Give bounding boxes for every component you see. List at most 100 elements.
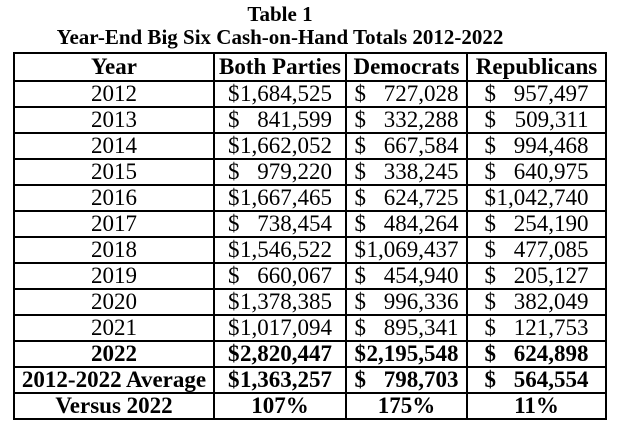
dollar-sign: $ [484, 185, 497, 210]
amount-text: 798,703 [383, 367, 459, 392]
amount-text: 564,554 [513, 367, 589, 392]
amount-text: 996,336 [383, 289, 459, 314]
cash-on-hand-table: Year Both Parties Democrats Republicans 201… [13, 52, 607, 420]
table-row: 2012 $1,684,525 $727,028 $957,497 [13, 80, 607, 108]
amount-text: 727,028 [383, 81, 459, 106]
money-value: $338,245 [354, 159, 459, 184]
table-subtitle: Year-End Big Six Cash-on-Hand Totals 201… [56, 25, 504, 49]
table-row: 2019 $660,067 $454,940 $205,127 [13, 262, 607, 290]
dollar-sign: $ [228, 289, 240, 314]
money-cell: $477,085 [466, 236, 607, 264]
table-row: 2015 $979,220 $338,245 $640,975 [13, 158, 607, 186]
money-value: $1,017,094 [228, 315, 332, 340]
amount-text: 382,049 [513, 289, 589, 314]
money-cell: $254,190 [466, 210, 607, 238]
money-value: $996,336 [355, 289, 459, 314]
money-cell: $1,042,740 [466, 184, 607, 212]
money-value: $660,067 [228, 265, 332, 287]
column-header-both-parties: Both Parties [213, 52, 347, 82]
dollar-sign: $ [484, 367, 497, 392]
money-value: $798,703 [355, 367, 459, 392]
money-cell: $727,028 [345, 80, 468, 108]
year-cell: 2020 [13, 288, 215, 316]
money-value: $382,049 [484, 289, 589, 314]
amount-text: 1,378,385 [240, 289, 332, 314]
amount-text: 1,363,257 [240, 367, 332, 392]
dollar-sign: $ [354, 159, 367, 184]
money-value: $1,069,437 [354, 237, 459, 262]
amount-text: 841,599 [257, 107, 332, 132]
year-cell: 2019 [13, 262, 215, 290]
table-row: 2020 $1,378,385 $996,336 $382,049 [13, 288, 607, 316]
amount-text: 477,085 [513, 237, 589, 262]
money-cell: $382,049 [466, 288, 607, 316]
table-caption: Table 1 Year-End Big Six Cash-on-Hand To… [0, 0, 560, 49]
money-value: $994,468 [484, 133, 589, 158]
money-cell: $564,554 [466, 366, 607, 394]
amount-text: 2,820,447 [240, 341, 332, 366]
dollar-sign: $ [484, 289, 497, 314]
money-cell: $667,584 [345, 132, 468, 160]
amount-text: 624,898 [513, 341, 589, 366]
dollar-sign: $ [484, 263, 497, 288]
money-value: $640,975 [485, 159, 589, 184]
money-cell: $994,468 [466, 132, 607, 160]
money-value: $979,220 [228, 161, 332, 183]
year-cell: 2016 [13, 184, 215, 212]
amount-text: 640,975 [513, 159, 589, 184]
amount-text: 484,264 [383, 211, 459, 236]
dollar-sign: $ [484, 81, 497, 106]
money-cell: $2,195,548 [345, 340, 468, 368]
dollar-sign: $ [484, 133, 497, 158]
table-row: 2013 $841,599 $332,288 $509,311 [13, 106, 607, 134]
dollar-sign: $ [354, 185, 367, 210]
dollar-sign: $ [228, 133, 240, 158]
money-cell: $205,127 [466, 262, 607, 290]
money-value: $1,378,385 [228, 289, 332, 314]
amount-text: 454,940 [383, 263, 459, 288]
amount-text: 1,662,052 [240, 133, 332, 158]
money-value: $1,546,522 [228, 237, 332, 262]
amount-text: 2,195,548 [366, 341, 459, 366]
amount-text: 895,341 [383, 315, 459, 340]
money-cell: $640,975 [466, 158, 607, 186]
header-row: Year Both Parties Democrats Republicans [13, 52, 607, 82]
year-cell: 2013 [13, 106, 215, 134]
dollar-sign: $ [228, 211, 240, 236]
money-cell: $1,546,522 [213, 236, 347, 264]
money-value: $564,554 [484, 367, 589, 392]
money-value: $957,497 [484, 81, 589, 106]
dollar-sign: $ [354, 237, 367, 262]
amount-text: 1,684,525 [240, 81, 332, 106]
table-row: 2012-2022 Average $1,363,257 $798,703 $564,… [13, 366, 607, 394]
money-value: $477,085 [485, 237, 589, 262]
money-cell: $624,725 [345, 184, 468, 212]
money-cell: $1,378,385 [213, 288, 347, 316]
year-cell: 2012 [13, 80, 215, 108]
money-cell: $332,288 [345, 106, 468, 134]
year-cell: 2012-2022 Average [13, 366, 215, 394]
percent-cell: 11% [466, 392, 607, 420]
dollar-sign: $ [228, 367, 240, 392]
dollar-sign: $ [484, 315, 497, 340]
money-cell: $454,940 [345, 262, 468, 290]
amount-text: 1,042,740 [496, 185, 589, 210]
money-value: $895,341 [355, 315, 459, 340]
table-row: 2018 $1,546,522 $1,069,437 $477,085 [13, 236, 607, 264]
dollar-sign: $ [228, 237, 240, 262]
amount-text: 205,127 [513, 263, 589, 288]
amount-text: 121,753 [513, 315, 589, 340]
amount-text: 1,069,437 [366, 237, 459, 262]
money-value: $2,195,548 [354, 341, 459, 366]
year-cell: Versus 2022 [13, 392, 215, 420]
dollar-sign: $ [484, 211, 497, 236]
dollar-sign: $ [354, 341, 367, 366]
dollar-sign: $ [228, 185, 240, 210]
amount-text: 254,190 [513, 211, 589, 236]
money-cell: $1,667,465 [213, 184, 347, 212]
money-value: $738,454 [228, 211, 332, 236]
dollar-sign: $ [228, 315, 240, 340]
money-cell: $841,599 [213, 106, 347, 134]
money-value: $841,599 [228, 107, 332, 132]
